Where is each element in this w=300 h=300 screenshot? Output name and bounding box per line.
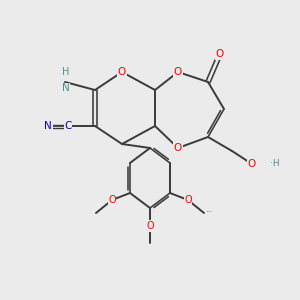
Text: O: O (216, 49, 224, 59)
Text: N: N (44, 121, 52, 131)
Text: O: O (248, 159, 256, 169)
Text: O: O (184, 195, 192, 205)
Text: O: O (108, 195, 116, 205)
Text: N: N (62, 83, 70, 93)
Text: O: O (118, 67, 126, 77)
Text: O: O (174, 67, 182, 77)
Text: methoxy: methoxy (207, 211, 213, 212)
Text: ·H: ·H (270, 160, 280, 169)
Text: O: O (146, 221, 154, 231)
Text: C: C (64, 121, 72, 131)
Text: O: O (174, 143, 182, 153)
Text: H: H (62, 67, 70, 77)
